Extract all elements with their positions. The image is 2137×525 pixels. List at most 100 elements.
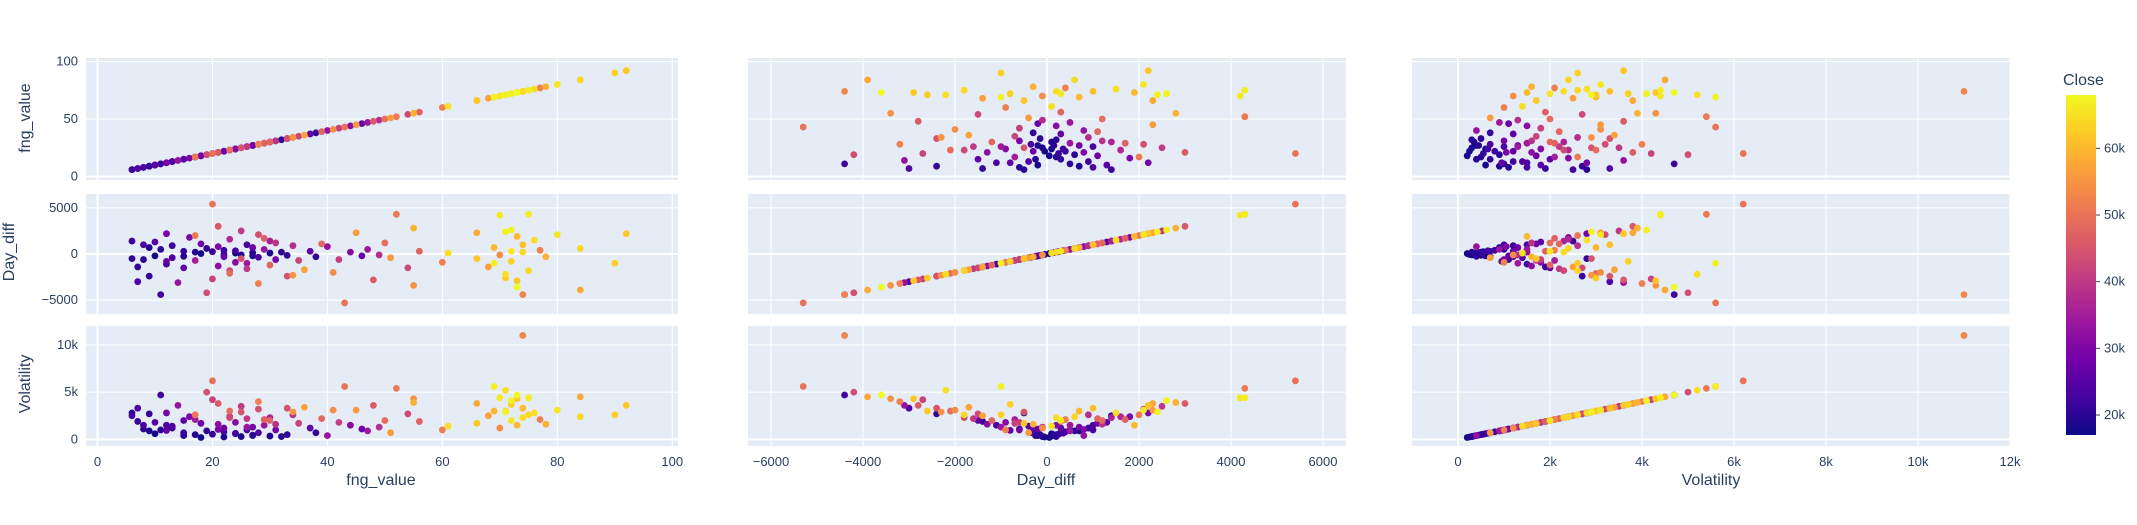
data-point[interactable] — [1486, 129, 1494, 137]
data-point[interactable] — [611, 411, 619, 419]
data-point[interactable] — [496, 211, 504, 219]
data-point[interactable] — [1484, 247, 1492, 255]
data-point[interactable] — [473, 255, 481, 263]
data-point[interactable] — [180, 417, 188, 424]
data-point[interactable] — [157, 391, 165, 399]
data-point[interactable] — [1103, 161, 1111, 169]
data-point[interactable] — [346, 122, 354, 130]
data-point[interactable] — [1624, 401, 1632, 408]
data-point[interactable] — [312, 253, 320, 261]
data-point[interactable] — [1546, 138, 1554, 146]
data-point[interactable] — [519, 87, 527, 95]
data-point[interactable] — [197, 250, 205, 257]
data-point[interactable] — [346, 421, 354, 429]
data-point[interactable] — [410, 109, 418, 117]
data-point[interactable] — [1121, 416, 1129, 423]
data-point[interactable] — [1292, 377, 1299, 385]
data-point[interactable] — [1712, 299, 1719, 307]
data-point[interactable] — [1486, 254, 1494, 262]
data-point[interactable] — [513, 233, 521, 240]
data-point[interactable] — [1574, 232, 1581, 239]
data-point[interactable] — [937, 134, 945, 141]
data-point[interactable] — [1085, 158, 1092, 165]
data-point[interactable] — [1002, 104, 1009, 111]
data-point[interactable] — [611, 69, 619, 77]
data-point[interactable] — [1601, 140, 1609, 148]
data-point[interactable] — [369, 117, 377, 125]
data-point[interactable] — [209, 396, 216, 404]
data-point[interactable] — [1574, 134, 1581, 141]
data-point[interactable] — [197, 240, 205, 248]
data-point[interactable] — [289, 134, 297, 141]
data-point[interactable] — [1496, 245, 1503, 253]
data-point[interactable] — [1032, 155, 1039, 163]
data-point[interactable] — [283, 272, 291, 280]
data-point[interactable] — [536, 416, 544, 423]
data-point[interactable] — [1050, 142, 1058, 149]
data-point[interactable] — [841, 291, 848, 299]
data-point[interactable] — [1094, 152, 1101, 160]
data-point[interactable] — [329, 269, 337, 276]
data-point[interactable] — [1588, 228, 1595, 236]
data-point[interactable] — [507, 397, 515, 405]
data-point[interactable] — [392, 113, 400, 121]
data-point[interactable] — [1089, 163, 1097, 171]
data-point[interactable] — [1292, 200, 1299, 208]
data-point[interactable] — [513, 89, 521, 96]
data-point[interactable] — [1574, 411, 1581, 419]
data-point[interactable] — [186, 233, 193, 241]
data-point[interactable] — [128, 255, 136, 263]
data-point[interactable] — [484, 263, 492, 271]
data-point[interactable] — [1059, 429, 1067, 437]
data-point[interactable] — [157, 160, 165, 168]
data-point[interactable] — [1089, 143, 1097, 151]
data-point[interactable] — [553, 231, 561, 239]
data-point[interactable] — [519, 404, 527, 412]
data-point[interactable] — [850, 388, 858, 396]
data-point[interactable] — [513, 283, 521, 291]
data-point[interactable] — [375, 251, 383, 259]
data-point[interactable] — [979, 412, 986, 420]
data-point[interactable] — [1657, 394, 1664, 402]
data-point[interactable] — [220, 246, 228, 254]
data-point[interactable] — [1514, 143, 1522, 151]
data-point[interactable] — [997, 383, 1005, 390]
data-point[interactable] — [232, 247, 239, 255]
data-point[interactable] — [1479, 150, 1487, 157]
data-point[interactable] — [191, 411, 199, 419]
data-point[interactable] — [1509, 147, 1517, 155]
data-point[interactable] — [255, 405, 262, 413]
data-point[interactable] — [1684, 388, 1692, 396]
data-point[interactable] — [1108, 166, 1115, 174]
data-point[interactable] — [346, 248, 354, 256]
data-point[interactable] — [910, 395, 917, 403]
data-point[interactable] — [1075, 142, 1083, 149]
data-point[interactable] — [174, 157, 182, 164]
data-point[interactable] — [1546, 261, 1554, 269]
data-point[interactable] — [513, 421, 521, 429]
data-point[interactable] — [1029, 253, 1037, 261]
data-point[interactable] — [191, 416, 199, 423]
data-point[interactable] — [1739, 200, 1747, 208]
data-point[interactable] — [484, 94, 492, 102]
data-point[interactable] — [255, 398, 262, 405]
data-point[interactable] — [542, 420, 550, 428]
data-point[interactable] — [1066, 119, 1074, 126]
data-point[interactable] — [301, 131, 308, 139]
data-point[interactable] — [1560, 87, 1568, 95]
data-point[interactable] — [1039, 116, 1046, 124]
data-point[interactable] — [1546, 239, 1554, 247]
data-point[interactable] — [896, 280, 904, 287]
data-point[interactable] — [1574, 69, 1581, 77]
data-point[interactable] — [530, 236, 538, 244]
data-point[interactable] — [140, 256, 147, 263]
data-point[interactable] — [1569, 263, 1577, 271]
data-point[interactable] — [1108, 138, 1115, 146]
data-point[interactable] — [1473, 243, 1480, 251]
data-point[interactable] — [970, 415, 977, 422]
data-point[interactable] — [513, 391, 521, 399]
data-point[interactable] — [1020, 419, 1028, 427]
data-point[interactable] — [203, 245, 211, 252]
data-point[interactable] — [168, 158, 176, 165]
data-point[interactable] — [1652, 109, 1660, 117]
